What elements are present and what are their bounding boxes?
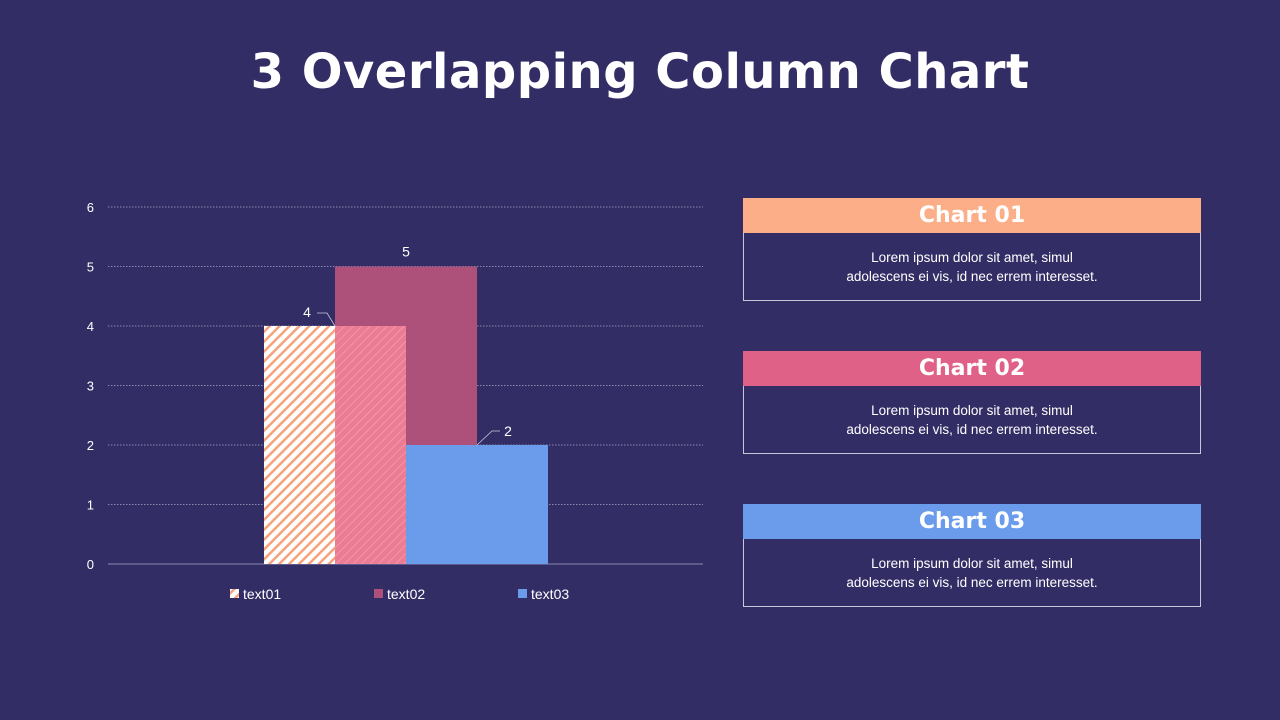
legend-label-text01: text01 [243, 586, 281, 602]
legend-label-text03: text03 [531, 586, 569, 602]
card-title: Chart 01 [743, 198, 1201, 233]
card-body: Lorem ipsum dolor sit amet, simul adoles… [743, 233, 1201, 301]
card-title: Chart 02 [743, 351, 1201, 386]
leader-line [317, 312, 336, 327]
y-tick-label: 6 [87, 200, 94, 215]
data-label-text03: 2 [504, 423, 512, 439]
card-body: Lorem ipsum dolor sit amet, simul adoles… [743, 386, 1201, 454]
y-tick-label: 1 [87, 498, 94, 513]
overlapping-column-chart: 0 1 2 3 4 5 6 4 5 2 text01 text02 text03 [87, 200, 703, 602]
chart-card-1: Chart 01 Lorem ipsum dolor sit amet, simu… [743, 198, 1201, 301]
legend-swatch-text03 [518, 589, 527, 598]
legend-swatch-text01 [230, 589, 239, 598]
y-tick-label: 5 [87, 260, 94, 275]
data-label-text02: 5 [402, 244, 410, 260]
y-tick-label: 0 [87, 557, 94, 572]
card-text: Lorem ipsum dolor sit amet, simul adoles… [846, 555, 1098, 590]
card-body: Lorem ipsum dolor sit amet, simul adoles… [743, 539, 1201, 607]
y-tick-label: 4 [87, 319, 94, 334]
y-tick-label: 3 [87, 379, 94, 394]
legend-swatch-text02 [374, 589, 383, 598]
card-text: Lorem ipsum dolor sit amet, simul adoles… [846, 249, 1098, 284]
card-text: Lorem ipsum dolor sit amet, simul adoles… [846, 402, 1098, 437]
bar-text03 [406, 445, 548, 564]
legend-label-text02: text02 [387, 586, 425, 602]
chart-card-2: Chart 02 Lorem ipsum dolor sit amet, simu… [743, 351, 1201, 454]
y-tick-label: 2 [87, 438, 94, 453]
page-title: 3 Overlapping Column Chart [250, 44, 1030, 100]
card-title: Chart 03 [743, 504, 1201, 539]
data-label-text01: 4 [303, 304, 311, 320]
chart-card-3: Chart 03 Lorem ipsum dolor sit amet, simu… [743, 504, 1201, 607]
leader-line [476, 430, 500, 446]
bar-overlap-region [335, 326, 406, 564]
